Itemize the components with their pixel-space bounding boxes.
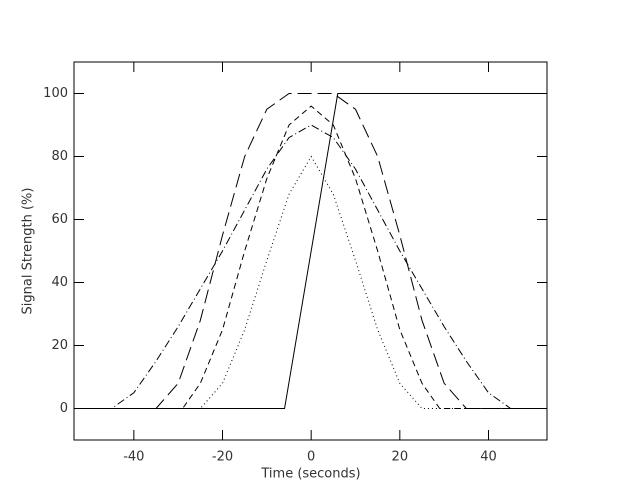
y-tick-label: 100	[43, 86, 68, 101]
x-tick-label: 0	[307, 450, 315, 465]
series-line	[74, 105, 547, 409]
series-line	[74, 93, 547, 409]
series-line	[74, 155, 547, 409]
y-tick-label: 80	[51, 149, 68, 164]
y-tick-label: 60	[51, 212, 68, 227]
x-tick-label: -40	[123, 450, 144, 465]
plot-frame	[73, 61, 548, 441]
x-tick-label: 20	[392, 450, 409, 465]
x-tick-label: -20	[212, 450, 233, 465]
series-line	[74, 93, 547, 409]
series-line	[74, 124, 547, 409]
y-axis-label: Signal Strength (%)	[21, 188, 36, 315]
y-tick-label: 40	[51, 275, 68, 290]
y-tick-label: 0	[60, 401, 68, 416]
x-axis-label: Time (seconds)	[260, 467, 360, 482]
y-tick-label: 20	[51, 338, 68, 353]
x-tick-label: 40	[480, 450, 497, 465]
